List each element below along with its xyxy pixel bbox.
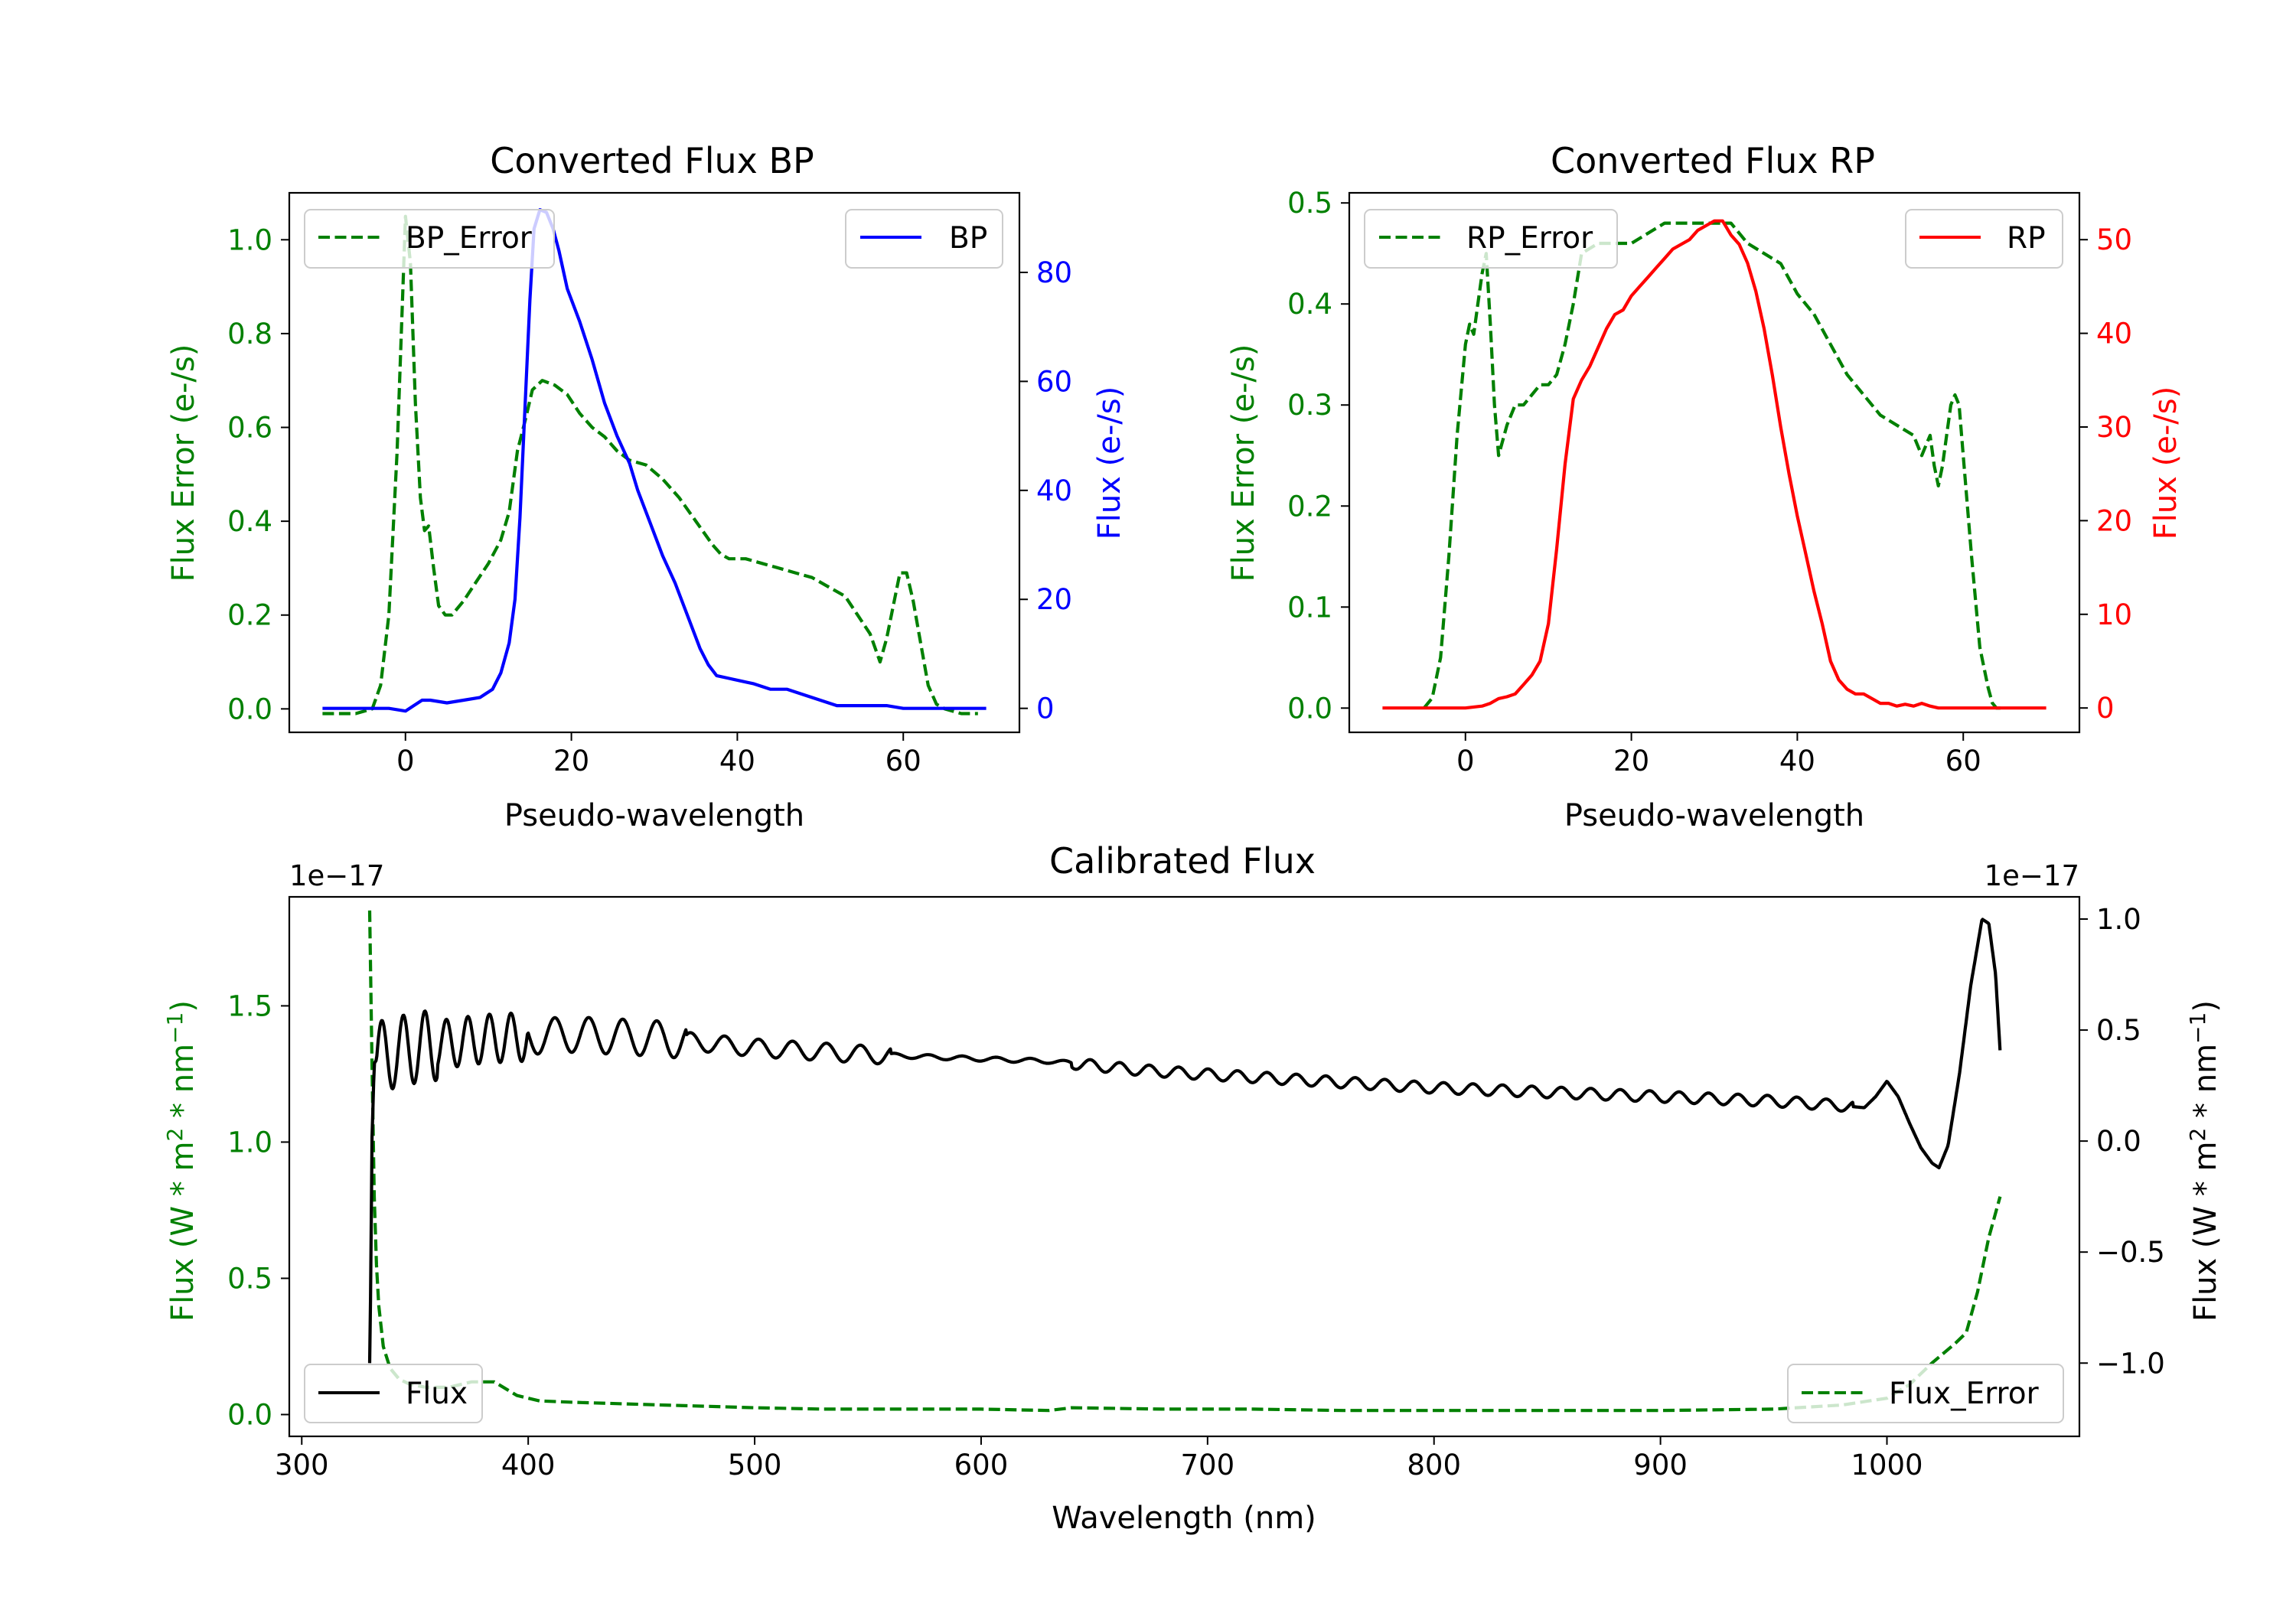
bp-plot-frame	[288, 191, 1021, 734]
cal-y-left-tick-label: 1.0	[227, 1126, 272, 1159]
rp-y-left-tick-label: 0.2	[1287, 490, 1332, 523]
cal-x-tick-label: 900	[1633, 1449, 1688, 1482]
bp-y-left-tick-label: 0.6	[227, 412, 272, 445]
rp-y-right-tick-label: 0	[2096, 692, 2115, 725]
rp-y-right-tick-label: 50	[2096, 223, 2132, 256]
cal-x-tick-label: 500	[728, 1449, 782, 1482]
cal-y-right-tick-label: 0.0	[2096, 1125, 2141, 1158]
bp-y-left-tick-label: 0.8	[227, 318, 272, 350]
cal-x-tick-label: 400	[501, 1449, 556, 1482]
calibrated-x-axis-label: Wavelength (nm)	[1052, 1501, 1316, 1536]
bp-legend-left: BP_Error	[304, 209, 555, 269]
cal-y-left-tick-label: 1.5	[227, 989, 272, 1022]
bp-y-right-tick-label: 20	[1036, 583, 1072, 616]
rp-legend-right: RP	[1905, 209, 2063, 269]
bp-x-tick-label: 40	[719, 745, 755, 777]
cal-x-tick-label: 1000	[1851, 1449, 1923, 1482]
bp-y-left-tick-label: 0.0	[227, 693, 272, 725]
cal-y-right-tick-label: 1.0	[2096, 903, 2141, 936]
bp-legend-label: BP	[949, 221, 987, 256]
calibrated-y-right-label: Flux (W * m2 * nm−1)	[2185, 1000, 2223, 1322]
cal-y-right-tick-label: −0.5	[2096, 1236, 2165, 1269]
bp-series-bp	[322, 208, 987, 713]
rp-y-right-label: Flux (e-/s)	[2148, 386, 2183, 539]
bp-y-right-tick-label: 40	[1036, 474, 1072, 507]
cal-y-left-tick-label: 0.5	[227, 1262, 272, 1295]
cal-y-right-tick-label: −1.0	[2096, 1347, 2165, 1380]
rp-x-tick-label: 60	[1945, 745, 1981, 777]
bp-y-left-tick-label: 0.2	[227, 599, 272, 632]
cal-series-flux	[367, 918, 2002, 1364]
cal-x-tick-label: 800	[1407, 1449, 1461, 1482]
rp-legend-label: RP	[2007, 221, 2046, 256]
rp-y-right-tick-label: 10	[2096, 598, 2132, 631]
bp-y-right-tick-label: 0	[1036, 693, 1055, 725]
rp-x-axis-label: Pseudo-wavelength	[1564, 798, 1864, 833]
bp-x-axis-label: Pseudo-wavelength	[504, 798, 804, 833]
bp-x-tick-label: 60	[885, 745, 921, 777]
rp-y-left-tick-label: 0.5	[1287, 187, 1332, 220]
calibrated-left-scale: 1e−17	[289, 859, 384, 892]
bp-y-right-label: Flux (e-/s)	[1092, 386, 1127, 539]
calibrated-legend-right: Flux_Error	[1787, 1364, 2064, 1423]
rp-error-legend-label: RP_Error	[1466, 221, 1593, 256]
flux-error-legend-label: Flux_Error	[1889, 1377, 2040, 1411]
calibrated-legend-left: Flux	[304, 1364, 483, 1423]
calibrated-plot-frame	[288, 895, 2081, 1438]
cal-x-tick-label: 300	[275, 1449, 329, 1482]
cal-y-right-tick-label: 0.5	[2096, 1014, 2141, 1047]
bp-y-left-tick-label: 0.4	[227, 505, 272, 538]
rp-chart-title: Converted Flux RP	[1551, 140, 1875, 181]
rp-y-left-tick-label: 0.1	[1287, 591, 1332, 624]
rp-series-rp	[1382, 219, 2047, 710]
calibrated-chart-title: Calibrated Flux	[1049, 840, 1316, 882]
rp-x-tick-label: 20	[1613, 745, 1649, 777]
bp-error-legend-label: BP_Error	[406, 221, 533, 256]
rp-x-tick-label: 40	[1779, 745, 1815, 777]
cal-y-left-tick-label: 0.0	[227, 1399, 272, 1432]
calibrated-right-scale: 1e−17	[1985, 859, 2079, 892]
rp-series-rp-error	[1422, 221, 2005, 710]
calibrated-y-left-label: Flux (W * m2 * nm−1)	[162, 1000, 201, 1322]
rp-y-left-tick-label: 0.4	[1287, 288, 1332, 321]
rp-y-left-tick-label: 0.0	[1287, 692, 1332, 725]
rp-y-right-tick-label: 40	[2096, 318, 2132, 350]
rp-y-right-tick-label: 20	[2096, 504, 2132, 537]
rp-y-right-tick-label: 30	[2096, 411, 2132, 444]
bp-y-left-label: Flux Error (e-/s)	[166, 344, 201, 582]
cal-x-tick-label: 700	[1181, 1449, 1235, 1482]
calibrated-chart: Calibrated Flux 1e−17 1e−17 300 400 500 600…	[162, 840, 2223, 1536]
bp-x-tick-label: 0	[396, 745, 415, 777]
bp-x-tick-label: 20	[553, 745, 589, 777]
rp-plot-frame	[1348, 191, 2081, 734]
flux-legend-label: Flux	[406, 1377, 468, 1411]
bp-series-bp-error	[322, 214, 978, 715]
rp-legend-left: RP_Error	[1364, 209, 1618, 269]
bp-chart: Converted Flux BP 0 20 40 60 0.0 0.2 0.4 0.6 0.8…	[166, 140, 1127, 833]
bp-y-right-tick-label: 80	[1036, 256, 1072, 289]
rp-y-left-tick-label: 0.3	[1287, 389, 1332, 422]
bp-y-left-tick-label: 1.0	[227, 223, 272, 256]
rp-x-tick-label: 0	[1456, 745, 1475, 777]
cal-series-flux-error	[367, 910, 2002, 1413]
bp-legend-right: BP	[845, 209, 1003, 269]
cal-x-tick-label: 600	[954, 1449, 1009, 1482]
rp-chart: Converted Flux RP 0 20 40 60 0.0 0.1 0.2 0.3 0.4…	[1226, 140, 2183, 833]
rp-y-left-label: Flux Error (e-/s)	[1226, 344, 1261, 582]
bp-chart-title: Converted Flux BP	[490, 140, 814, 181]
bp-y-right-tick-label: 60	[1036, 365, 1072, 398]
